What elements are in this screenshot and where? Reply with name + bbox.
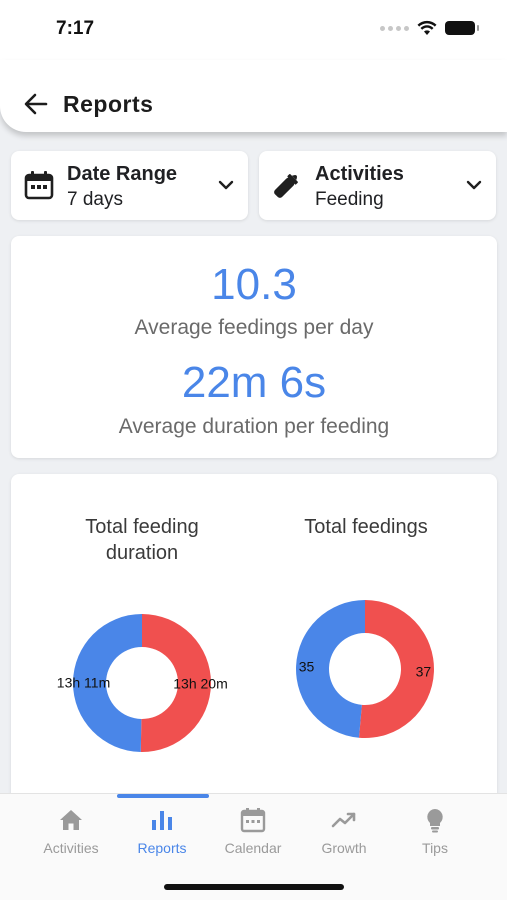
donut-slice-label: 37 xyxy=(416,664,432,680)
nav-growth[interactable]: Growth xyxy=(299,806,389,856)
chevron-down-icon xyxy=(466,180,482,190)
bottom-nav: Activities Reports Calendar Growth xyxy=(0,793,507,900)
charts-card: Total feeding duration Total feedings 13… xyxy=(11,474,497,804)
activities-label: Activities xyxy=(315,163,404,185)
nav-label: Tips xyxy=(422,840,448,856)
stats-card: 10.3 Average feedings per day 22m 6s Ave… xyxy=(11,236,497,458)
avg-duration-label: Average duration per feeding xyxy=(118,415,390,438)
donut-slice-35 xyxy=(296,600,365,738)
status-bar: 7:17 xyxy=(0,0,507,60)
avg-feedings-value: 10.3 xyxy=(211,260,297,309)
trending-up-icon xyxy=(331,812,356,828)
nav-label: Calendar xyxy=(224,840,282,856)
status-icons xyxy=(380,20,479,36)
active-tab-indicator xyxy=(117,794,209,798)
wifi-icon xyxy=(417,20,437,35)
bar-chart-icon xyxy=(152,811,172,830)
nav-tips[interactable]: Tips xyxy=(390,806,480,856)
donut-slice-13h-20m xyxy=(140,614,211,752)
signal-icon xyxy=(380,25,409,31)
calendar-icon xyxy=(24,171,54,200)
date-range-dropdown[interactable]: Date Range 7 days xyxy=(11,151,248,220)
nav-label: Growth xyxy=(321,840,367,856)
arrow-left-icon[interactable] xyxy=(22,90,50,118)
lightbulb-icon xyxy=(427,809,443,833)
date-range-value: 7 days xyxy=(67,189,123,210)
donut-slice-13h-11m xyxy=(72,614,142,752)
avg-feedings-label: Average feedings per day xyxy=(134,316,374,339)
nav-label: Activities xyxy=(43,840,99,856)
nav-reports[interactable]: Reports xyxy=(117,806,207,856)
duration-donut-chart: 13h 20m 13h 11m xyxy=(57,614,227,752)
avg-duration-value: 22m 6s xyxy=(181,358,327,407)
activities-value: Feeding xyxy=(315,189,384,210)
nav-label: Reports xyxy=(137,840,187,856)
feedings-donut-chart: 37 35 xyxy=(296,600,434,738)
donut-slice-label: 35 xyxy=(299,658,315,674)
donut-slice-label: 13h 20m xyxy=(173,676,227,692)
nav-calendar[interactable]: Calendar xyxy=(208,806,298,856)
status-time: 7:17 xyxy=(56,18,95,39)
chart-title-feedings: Total feedings xyxy=(304,516,428,538)
nav-activities[interactable]: Activities xyxy=(26,806,116,856)
activities-dropdown[interactable]: Activities Feeding xyxy=(259,151,496,220)
home-indicator xyxy=(164,884,344,890)
baby-bottle-icon xyxy=(274,174,298,198)
chart-title-duration: Total feeding duration xyxy=(85,516,199,564)
donut-slice-37 xyxy=(358,600,434,738)
date-range-label: Date Range xyxy=(67,163,178,185)
home-icon xyxy=(60,810,82,830)
chevron-down-icon xyxy=(218,180,234,190)
app-header: Reports xyxy=(0,60,507,132)
page-title: Reports xyxy=(63,91,154,117)
battery-icon xyxy=(445,21,479,35)
donut-slice-label: 13h 11m xyxy=(57,674,110,690)
calendar-icon xyxy=(240,808,266,833)
